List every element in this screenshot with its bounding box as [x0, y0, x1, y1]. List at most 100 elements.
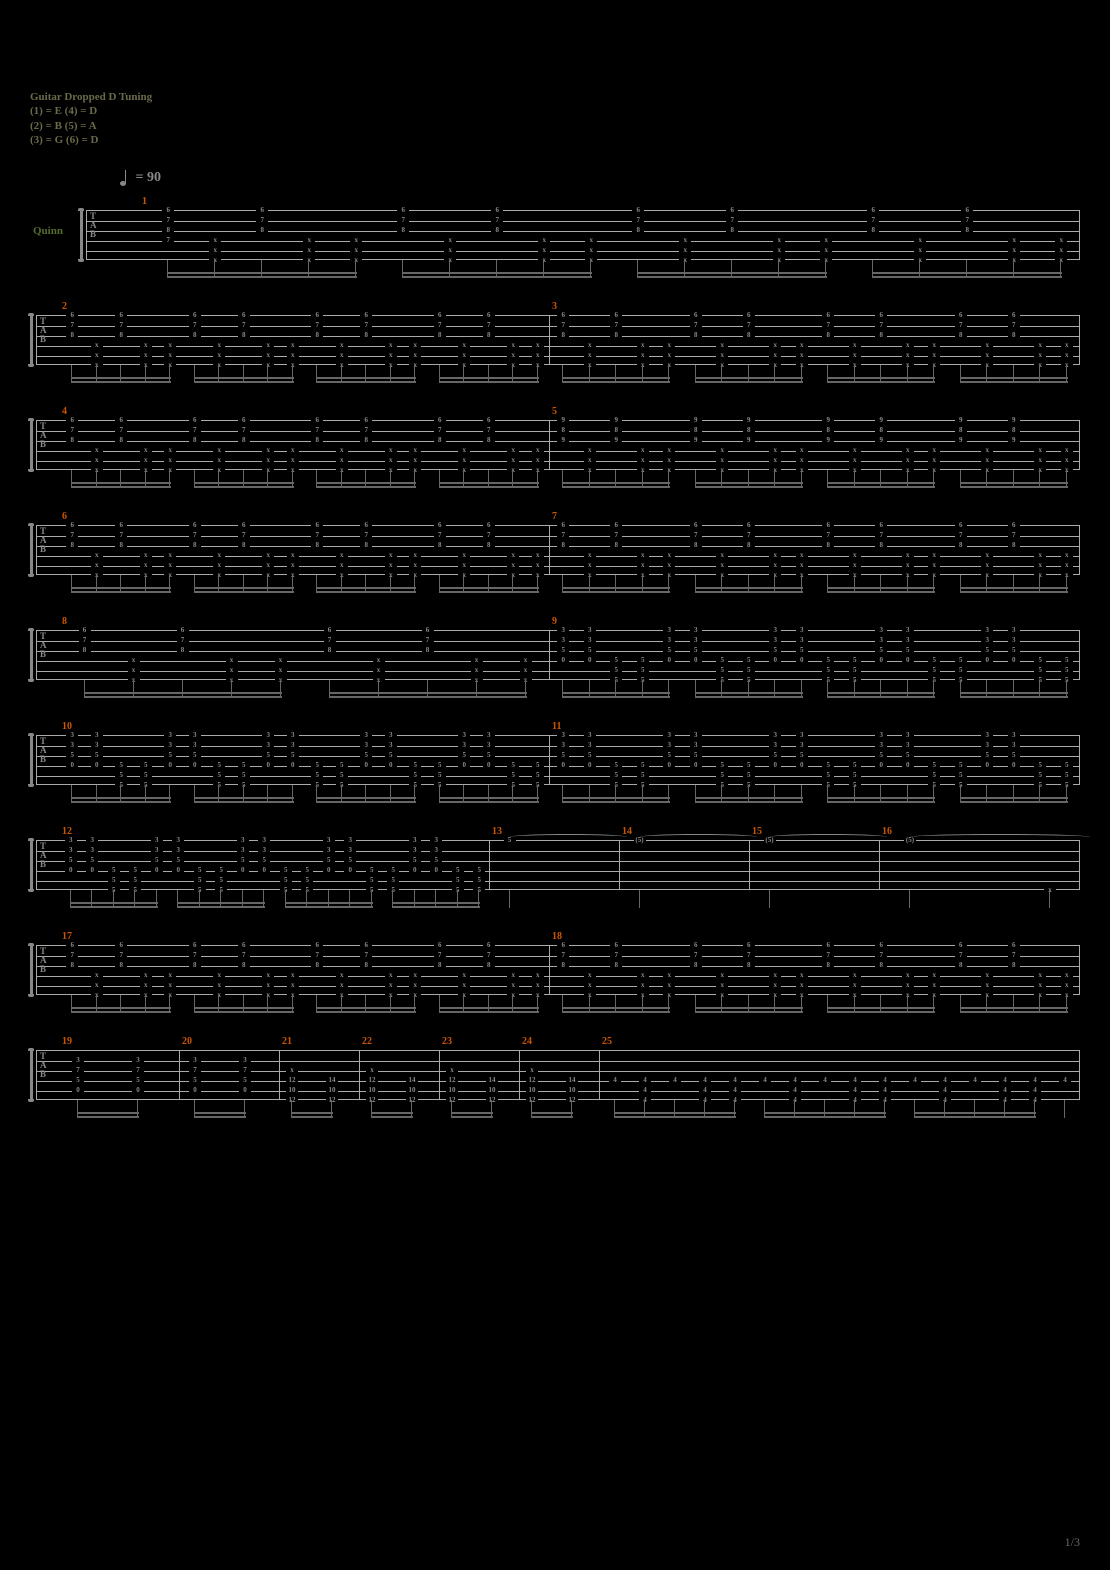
fret-number: 5 — [743, 772, 755, 779]
fret-number: 6 — [557, 942, 569, 949]
fret-number: x — [796, 552, 808, 559]
fret-number: x — [336, 362, 348, 369]
fret-number: 0 — [237, 867, 249, 874]
fret-number: 3 — [344, 847, 356, 854]
fret-number: x — [336, 572, 348, 579]
fret-number: 5 — [928, 667, 940, 674]
fret-number: 8 — [189, 542, 201, 549]
fret-number: 8 — [434, 332, 446, 339]
fret-number: x — [366, 1067, 378, 1074]
fret-number: x — [849, 572, 861, 579]
beam — [285, 906, 373, 908]
fret-number: x — [716, 352, 728, 359]
fret-number: x — [981, 362, 993, 369]
fret-number: 8 — [79, 647, 91, 654]
fret-number: 8 — [311, 542, 323, 549]
fret-number: 5 — [215, 877, 227, 884]
fret-number: 6 — [690, 312, 702, 319]
fret-number: x — [538, 257, 550, 264]
beam — [71, 1011, 171, 1013]
system-bracket — [30, 315, 33, 365]
fret-number: 5 — [194, 887, 206, 894]
beam — [695, 486, 803, 488]
fret-number: x — [849, 467, 861, 474]
fret-number: 7 — [690, 952, 702, 959]
fret-number: 5 — [1034, 657, 1046, 664]
fret-number: 4 — [729, 1097, 741, 1104]
beam — [70, 902, 158, 904]
fret-number: 9 — [822, 437, 834, 444]
fret-number: 4 — [819, 1077, 831, 1084]
fret-number: 5 — [1061, 667, 1073, 674]
fret-number: 5 — [822, 677, 834, 684]
tab-system: TAB16787xxx678xxxxxx678xxx678xxxxxx678xx… — [80, 200, 1080, 280]
fret-number: x — [928, 457, 940, 464]
beam — [439, 801, 539, 803]
fret-number: 5 — [955, 657, 967, 664]
fret-number: x — [409, 562, 421, 569]
fret-number: 7 — [162, 237, 174, 244]
fret-number: x — [1044, 887, 1056, 894]
beam — [316, 591, 416, 593]
fret-number: 5 — [610, 762, 622, 769]
fret-number: x — [213, 342, 225, 349]
fret-number: x — [1061, 982, 1073, 989]
fret-number: x — [262, 362, 274, 369]
notes-area: 3350335055555533503350555555335033505555… — [60, 735, 550, 805]
fret-number: 8 — [360, 962, 372, 969]
fret-number: 5 — [610, 677, 622, 684]
fret-number: x — [164, 982, 176, 989]
fret-number: x — [796, 992, 808, 999]
fret-number: 5 — [981, 752, 993, 759]
fret-number: x — [444, 257, 456, 264]
fret-number: 6 — [238, 312, 250, 319]
fret-number: 6 — [360, 942, 372, 949]
fret-number: 3 — [287, 732, 299, 739]
fret-number: 0 — [66, 762, 78, 769]
barline — [36, 1050, 37, 1100]
fret-number: 7 — [238, 532, 250, 539]
measure-number: 7 — [552, 511, 557, 522]
fret-number: 8 — [955, 427, 967, 434]
fret-number: 3 — [86, 837, 98, 844]
tab-staff: TAB16787xxx678xxxxxx678xxx678xxxxxx678xx… — [80, 200, 1080, 280]
fret-number: x — [902, 342, 914, 349]
fret-number: 3 — [981, 732, 993, 739]
fret-number: 3 — [385, 742, 397, 749]
fret-number: 5 — [928, 772, 940, 779]
notes-area: 5 — [490, 840, 620, 910]
fret-number: x — [373, 677, 385, 684]
fret-number: x — [209, 237, 221, 244]
fret-number: 5 — [238, 762, 250, 769]
tab-clef: TAB — [40, 317, 46, 344]
beam — [960, 587, 1068, 589]
fret-number: 8 — [311, 332, 323, 339]
fret-number: x — [928, 572, 940, 579]
fret-number: 7 — [955, 322, 967, 329]
fret-number: x — [140, 467, 152, 474]
beam — [562, 797, 670, 799]
fret-number: 8 — [162, 227, 174, 234]
fret-number: 4 — [1029, 1087, 1041, 1094]
fret-number: x — [1034, 552, 1046, 559]
fret-number: x — [458, 982, 470, 989]
note-stem — [1049, 890, 1050, 908]
fret-number: x — [928, 352, 940, 359]
fret-number: x — [287, 562, 299, 569]
fret-number: 5 — [902, 752, 914, 759]
fret-number: 7 — [360, 532, 372, 539]
fret-number: 5 — [1061, 657, 1073, 664]
beam — [439, 482, 539, 484]
beam — [827, 1007, 935, 1009]
fret-number: 6 — [79, 627, 91, 634]
tuning-header: Guitar Dropped D Tuning (1) = E (4) = D … — [30, 90, 152, 147]
fret-number: (5) — [764, 837, 776, 844]
fret-number: 0 — [902, 657, 914, 664]
fret-number: x — [716, 572, 728, 579]
beam — [84, 696, 282, 698]
fret-number: 0 — [981, 762, 993, 769]
fret-number: x — [584, 362, 596, 369]
beam — [827, 482, 935, 484]
fret-number: 5 — [716, 677, 728, 684]
barline — [36, 735, 37, 785]
